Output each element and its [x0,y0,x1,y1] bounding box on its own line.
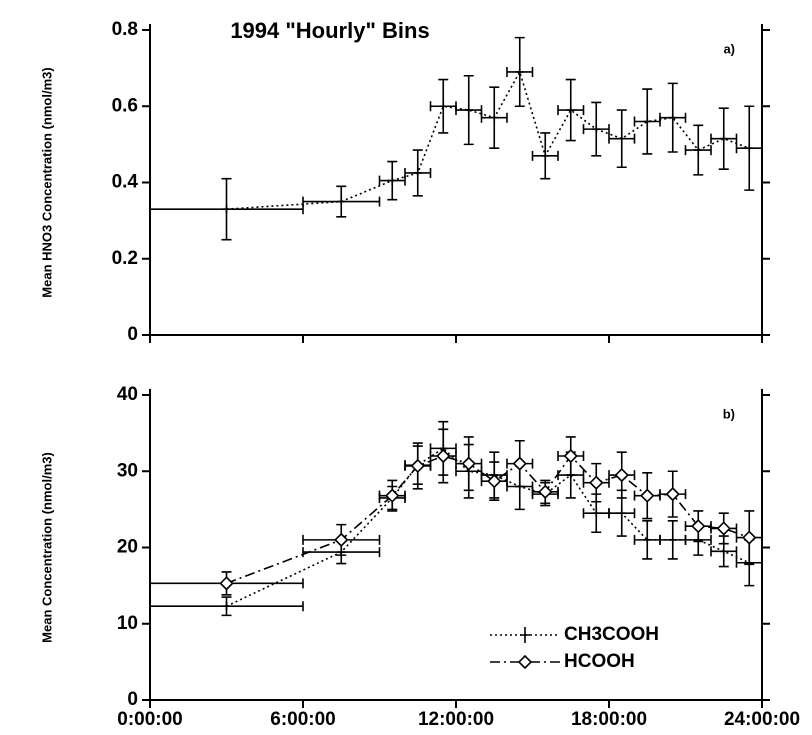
marker-plus [745,144,754,153]
marker-diamond [334,532,349,548]
marker-diamond [691,519,706,534]
panel-label: b) [723,406,735,421]
y-axis-label: Mean HNO3 Concentration (nmol/m3) [39,67,54,297]
x-tick-label: 6:00:00 [270,709,336,730]
marker-plus [668,113,677,122]
marker-plus [668,535,677,544]
legend-marker [517,654,533,670]
marker-plus [388,176,397,185]
legend-label: HCOOH [564,651,635,672]
y-tick-label: 0 [127,689,138,710]
y-tick-label: 0.4 [112,172,139,193]
marker-diamond [487,474,502,489]
marker-plus [541,151,550,160]
marker-plus [617,134,626,143]
marker-plus [490,113,499,122]
series-line [226,69,750,210]
marker-plus [719,134,728,143]
legend-label: CH3COOH [564,624,659,645]
marker-diamond [665,486,680,502]
marker-plus [592,125,601,134]
legend-marker [520,627,530,643]
marker-diamond [512,456,527,471]
marker-plus [643,535,652,544]
x-tick-label: 0:00:00 [117,709,183,730]
y-tick-label: 40 [117,384,138,405]
y-tick-label: 30 [117,460,138,481]
y-axis-label: Mean Concentration (nmol/m3) [39,452,54,643]
y-tick-label: 0.8 [112,19,138,40]
marker-plus [719,547,728,556]
marker-diamond [563,448,578,464]
marker-diamond [436,448,451,464]
marker-plus [222,602,231,611]
marker-diamond [219,576,234,591]
marker-plus [592,509,601,518]
y-tick-label: 20 [117,537,138,558]
panel-label: a) [723,41,735,56]
marker-diamond [716,521,731,536]
marker-diamond [614,467,629,483]
marker-plus [222,205,231,214]
marker-diamond [461,456,476,471]
y-tick-label: 0 [127,324,138,345]
y-tick-label: 0.6 [112,95,138,116]
marker-diamond [640,488,655,503]
marker-diamond [538,484,553,499]
marker-plus [643,117,652,126]
x-tick-label: 12:00:00 [418,709,494,730]
marker-plus [515,67,524,76]
marker-plus [617,509,626,518]
y-tick-label: 10 [117,613,138,634]
marker-plus [337,197,346,206]
series-line [226,447,750,607]
marker-diamond [742,530,757,545]
marker-plus [413,168,422,177]
marker-diamond [410,458,425,474]
x-tick-label: 24:00:00 [724,709,800,730]
marker-plus [439,102,448,111]
chart-title: 1994 "Hourly" Bins [230,18,429,43]
marker-diamond [385,488,400,503]
x-tick-label: 18:00:00 [571,709,647,730]
marker-plus [464,106,473,115]
marker-plus [566,106,575,115]
marker-plus [694,146,703,155]
marker-diamond [589,475,604,490]
y-tick-label: 0.2 [112,248,138,269]
